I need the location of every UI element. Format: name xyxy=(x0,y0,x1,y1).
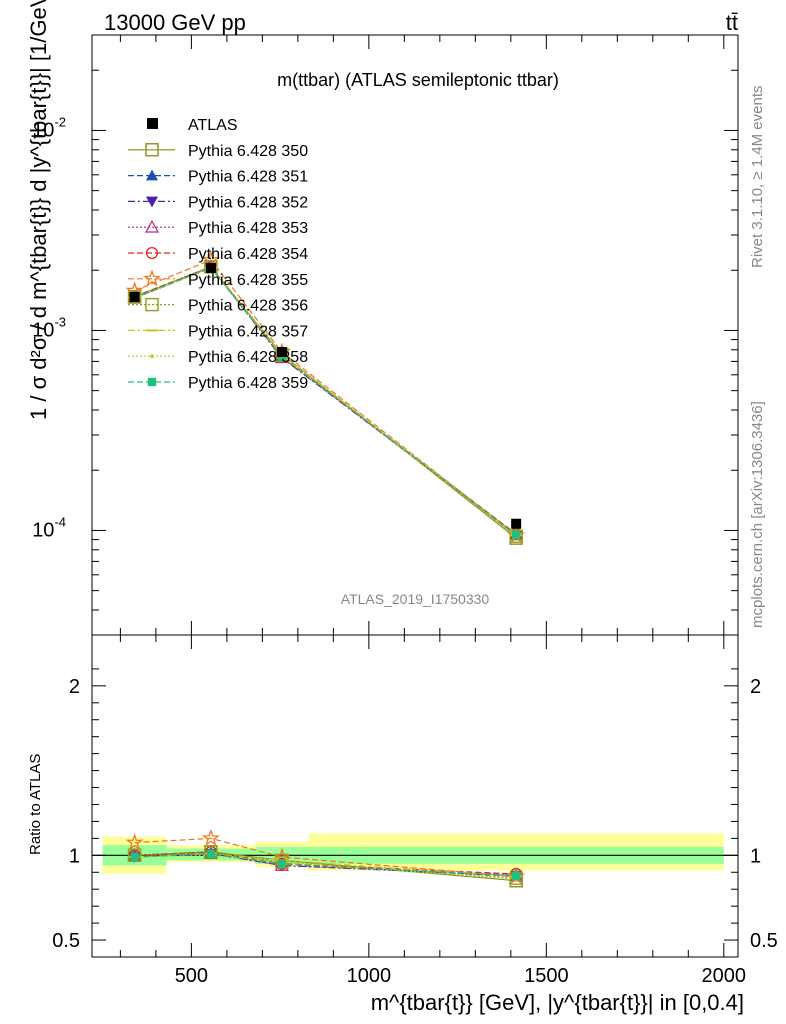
ratio-line xyxy=(134,837,517,878)
atlas-point xyxy=(511,518,522,529)
y-tick-label-ratio: 2 xyxy=(69,676,80,698)
legend-marker xyxy=(146,169,158,181)
legend-marker xyxy=(145,143,159,157)
legend-entry: Pythia 6.428 353 xyxy=(128,219,308,237)
y-tick-label-ratio-right: 1 xyxy=(750,845,761,867)
header-left: 13000 GeV pp xyxy=(104,10,246,35)
legend-entry: Pythia 6.428 352 xyxy=(128,194,308,211)
legend-entry: Pythia 6.428 350 xyxy=(128,143,308,160)
x-tick-label: 1500 xyxy=(524,965,569,987)
watermark: ATLAS_2019_I1750330 xyxy=(341,591,490,607)
ratio-point xyxy=(206,849,216,858)
ratio-point xyxy=(277,859,287,868)
legend-marker xyxy=(145,246,159,260)
ratio-point xyxy=(130,852,139,862)
series-line xyxy=(134,266,517,537)
ratio-frame xyxy=(91,634,739,958)
atlas-point xyxy=(276,347,287,358)
legend-marker xyxy=(147,377,157,387)
legend-marker xyxy=(144,219,160,233)
legend-label: ATLAS xyxy=(188,117,238,134)
legend-label: Pythia 6.428 353 xyxy=(188,220,308,237)
legend-label: Pythia 6.428 355 xyxy=(188,272,308,289)
header-right: tt̄ xyxy=(726,10,738,35)
legend-label: Pythia 6.428 351 xyxy=(188,169,308,186)
ratio-line xyxy=(134,854,517,880)
legend-entry: Pythia 6.428 354 xyxy=(128,246,308,263)
legend-label: Pythia 6.428 350 xyxy=(188,143,308,160)
ratio-point xyxy=(511,871,521,880)
ratio-point xyxy=(204,845,218,859)
y-tick-label-main: 10-3 xyxy=(32,314,66,341)
legend-marker xyxy=(150,354,154,359)
rivet-label: Rivet 3.1.10, ≥ 1.4M events xyxy=(749,86,766,269)
y-axis-label-ratio: Ratio to ATLAS xyxy=(27,754,44,855)
legend: ATLAS Pythia 6.428 350 Pythia 6.428 351 Pyt… xyxy=(128,117,308,392)
x-axis-label: m^{tbar{t}} [GeV], |y^{tbar{t}}| in [0,0… xyxy=(371,990,744,1015)
mcplots-label: mcplots.cern.ch [arXiv:1306.3436] xyxy=(749,401,766,628)
legend-label: Pythia 6.428 359 xyxy=(188,375,308,392)
y-tick-label-ratio: 0.5 xyxy=(52,930,80,952)
ratio-line xyxy=(134,852,517,878)
y-axis-label-main: 1 / σ d²σ / d m^{tbar{t}} d |y^{tbar{t}}… xyxy=(26,0,51,420)
x-tick-label: 500 xyxy=(175,965,208,987)
ratio-line xyxy=(134,852,517,877)
series-line xyxy=(134,259,517,536)
series-line xyxy=(134,266,517,536)
legend-label: Pythia 6.428 356 xyxy=(188,298,308,315)
legend-entry: Pythia 6.428 356 xyxy=(128,298,308,315)
main-panel: 10-210-310-4 m(ttbar) (ATLAS semileptoni… xyxy=(26,0,739,636)
legend-label: Pythia 6.428 357 xyxy=(188,323,308,340)
x-tick-label: 1000 xyxy=(347,965,392,987)
atlas-point xyxy=(205,263,216,274)
y-tick-label-ratio-right: 0.5 xyxy=(750,930,778,952)
ratio-point xyxy=(127,848,142,863)
legend-entry: Pythia 6.428 355 xyxy=(128,269,308,289)
atlas-point xyxy=(129,291,140,302)
legend-marker xyxy=(146,196,158,208)
legend-marker xyxy=(147,118,158,129)
legend-label: Pythia 6.428 352 xyxy=(188,194,308,211)
legend-marker xyxy=(143,269,161,287)
plot-title: m(ttbar) (ATLAS semileptonic ttbar) xyxy=(277,70,559,90)
series-point xyxy=(201,250,220,268)
x-tick-label: 2000 xyxy=(702,965,747,987)
legend-entry: Pythia 6.428 358 xyxy=(128,349,308,366)
legend-entry: Pythia 6.428 351 xyxy=(128,169,308,186)
legend-marker xyxy=(145,297,159,312)
ratio-panel: 0.5 0.5 1 1 2 2 500 1000 1500 2000 Ratio to ATLAS… xyxy=(27,634,778,1015)
ratio-point xyxy=(125,833,144,851)
ratio-series-9 xyxy=(130,849,521,880)
legend-label: Pythia 6.428 358 xyxy=(188,349,308,366)
legend-entry: ATLAS xyxy=(147,117,238,134)
atlas-data xyxy=(129,263,522,529)
series-5 xyxy=(125,250,526,544)
series-point xyxy=(511,530,521,540)
ratio-point xyxy=(201,828,220,846)
legend-entry: Pythia 6.428 357 xyxy=(128,323,308,340)
y-tick-label-ratio: 1 xyxy=(69,845,80,867)
legend-label: Pythia 6.428 354 xyxy=(188,246,308,263)
legend-entry: Pythia 6.428 359 xyxy=(128,375,308,392)
y-tick-label-ratio-right: 2 xyxy=(750,676,761,698)
y-tick-label-main: 10-4 xyxy=(32,514,66,541)
